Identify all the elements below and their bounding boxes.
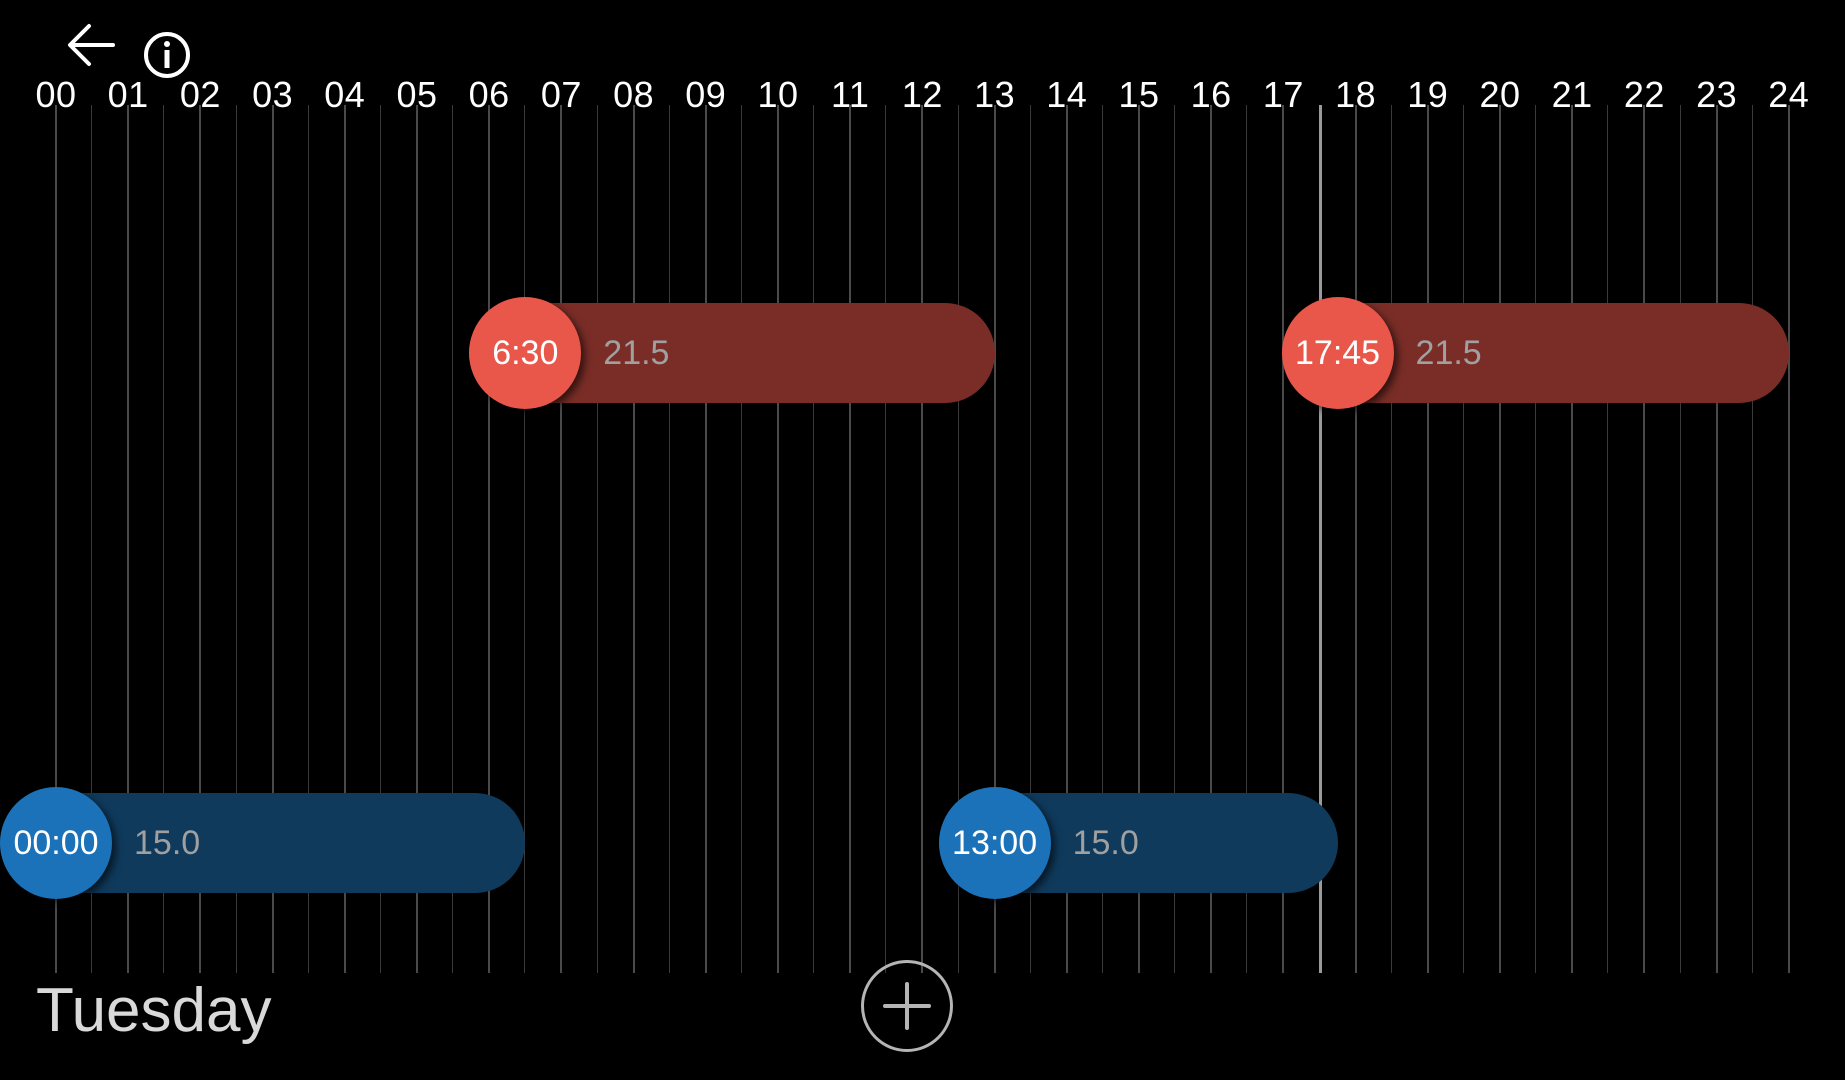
gridline xyxy=(813,105,815,973)
gridline xyxy=(1174,105,1176,973)
gridline xyxy=(235,105,237,973)
period-temperature: 21.5 xyxy=(603,334,670,372)
gridline xyxy=(921,105,924,973)
period-start-handle[interactable]: 6:30 xyxy=(469,297,582,409)
gridline xyxy=(1571,105,1574,973)
gridline xyxy=(488,105,491,973)
gridline xyxy=(1065,105,1068,973)
gridline xyxy=(957,105,959,973)
gridline xyxy=(632,105,635,973)
gridline xyxy=(1210,105,1213,973)
setback-period[interactable]: 13:00 15.0 xyxy=(938,787,1338,899)
gridline xyxy=(1282,105,1285,973)
gridline xyxy=(452,105,454,973)
gridline xyxy=(704,105,707,973)
gridline xyxy=(1354,105,1357,973)
gridline xyxy=(1787,105,1790,973)
gridline xyxy=(524,105,526,973)
heating-period[interactable]: 6:30 21.5 xyxy=(469,297,995,409)
gridline xyxy=(199,105,202,973)
period-temperature: 15.0 xyxy=(1072,824,1139,862)
period-temperature: 15.0 xyxy=(134,824,201,862)
info-icon[interactable] xyxy=(140,28,194,82)
gridline xyxy=(1499,105,1501,973)
gridline xyxy=(1101,105,1103,973)
gridline xyxy=(416,105,418,973)
gridline xyxy=(1426,105,1429,973)
back-arrow-icon[interactable] xyxy=(62,18,120,72)
gridline xyxy=(1715,105,1718,973)
gridline xyxy=(993,105,996,973)
setback-period[interactable]: 00:00 15.0 xyxy=(0,787,526,899)
gridline xyxy=(127,105,130,973)
gridline xyxy=(1751,105,1753,973)
gridline xyxy=(1535,105,1537,973)
gridline xyxy=(55,105,57,973)
gridline xyxy=(1679,105,1681,973)
gridline xyxy=(668,105,670,973)
gridline xyxy=(596,105,598,973)
gridline xyxy=(1029,105,1031,973)
gridline xyxy=(91,105,93,973)
hour-axis: 00 01 02 03 04 05 06 07 08 09 10 11 12 13 14 15 16 17 18 19… xyxy=(0,74,1845,124)
timeline-grid xyxy=(0,105,1845,973)
gridline xyxy=(560,105,563,973)
gridline xyxy=(343,105,346,973)
add-period-button[interactable] xyxy=(861,960,953,1052)
gridline xyxy=(1462,105,1464,973)
top-toolbar xyxy=(0,0,1845,120)
gridline xyxy=(1246,105,1248,973)
gridline xyxy=(1138,105,1140,973)
gridline xyxy=(849,105,852,973)
period-start-handle[interactable]: 17:45 xyxy=(1281,297,1394,409)
gridline xyxy=(1643,105,1646,973)
plus-icon xyxy=(883,982,931,1030)
gridline xyxy=(885,105,887,973)
period-temperature: 21.5 xyxy=(1415,334,1482,372)
current-time-indicator xyxy=(1318,105,1322,973)
heating-period[interactable]: 17:45 21.5 xyxy=(1281,297,1789,409)
gridline xyxy=(271,105,274,973)
gridline xyxy=(1607,105,1609,973)
gridline xyxy=(379,105,381,973)
day-label: Tuesday xyxy=(36,976,272,1045)
gridline xyxy=(1390,105,1392,973)
gridline xyxy=(777,105,779,973)
gridline xyxy=(163,105,165,973)
period-start-handle[interactable]: 00:00 xyxy=(0,787,112,899)
gridline xyxy=(740,105,742,973)
period-start-handle[interactable]: 13:00 xyxy=(938,787,1051,899)
gridline xyxy=(307,105,309,973)
